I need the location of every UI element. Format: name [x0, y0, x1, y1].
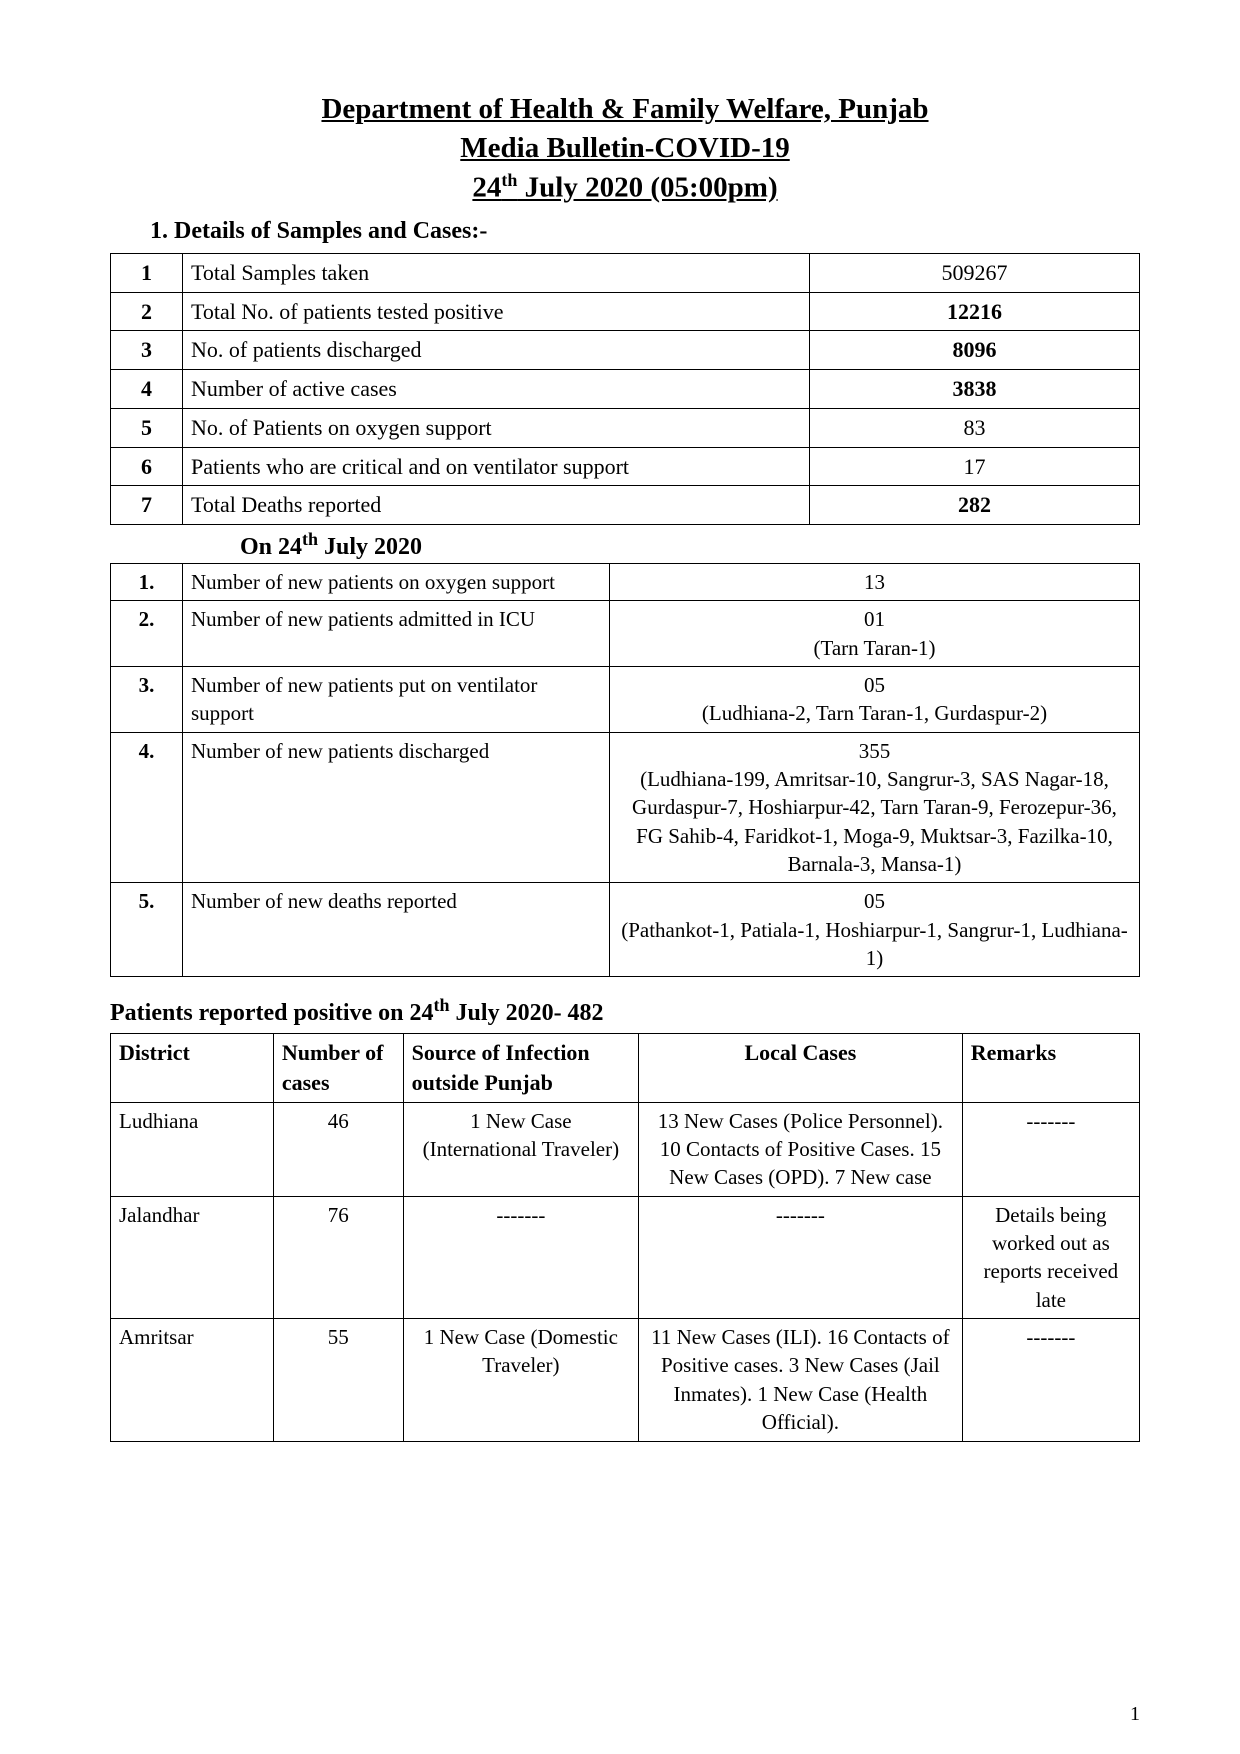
- cell-source: 1 New Case (Domestic Traveler): [403, 1319, 638, 1441]
- page-number: 1: [1130, 1703, 1140, 1726]
- row-value: 05 (Pathankot-1, Patiala-1, Hoshiarpur-1…: [610, 883, 1140, 977]
- col-source: Source of Infection outside Punjab: [403, 1034, 638, 1102]
- row-value: 13: [610, 563, 1140, 600]
- table-row: 4Number of active cases3838: [111, 370, 1140, 409]
- table-row: 6Patients who are critical and on ventil…: [111, 447, 1140, 486]
- row-index: 5.: [111, 883, 183, 977]
- table-row: 4.Number of new patients discharged355 (…: [111, 732, 1140, 883]
- subheader-sup: th: [302, 529, 318, 549]
- table-row: Amritsar551 New Case (Domestic Traveler)…: [111, 1319, 1140, 1441]
- row-index: 4.: [111, 732, 183, 883]
- row-value: 3838: [810, 370, 1140, 409]
- table-row: 1.Number of new patients on oxygen suppo…: [111, 563, 1140, 600]
- summary-table: 1Total Samples taken5092672Total No. of …: [110, 253, 1140, 525]
- row-label: Number of active cases: [183, 370, 810, 409]
- table-row: 1Total Samples taken509267: [111, 254, 1140, 293]
- subheader-pre: On 24: [240, 534, 302, 560]
- table-row: 7Total Deaths reported282: [111, 486, 1140, 525]
- daily-table: 1.Number of new patients on oxygen suppo…: [110, 563, 1140, 977]
- cell-remarks: -------: [962, 1102, 1139, 1196]
- row-value: 05 (Ludhiana-2, Tarn Taran-1, Gurdaspur-…: [610, 666, 1140, 732]
- col-district: District: [111, 1034, 274, 1102]
- positive-heading-pre: Patients reported positive on 24: [110, 1000, 434, 1026]
- subheader-post: July 2020: [318, 534, 422, 560]
- table-row: Jalandhar76--------------Details being w…: [111, 1196, 1140, 1318]
- row-value: 355 (Ludhiana-199, Amritsar-10, Sangrur-…: [610, 732, 1140, 883]
- row-label: No. of patients discharged: [183, 331, 810, 370]
- row-value: 17: [810, 447, 1140, 486]
- table-row: 2Total No. of patients tested positive12…: [111, 292, 1140, 331]
- row-index: 1.: [111, 563, 183, 600]
- cell-local: 11 New Cases (ILI). 16 Contacts of Posit…: [639, 1319, 963, 1441]
- cell-district: Jalandhar: [111, 1196, 274, 1318]
- row-value: 282: [810, 486, 1140, 525]
- row-label: Total No. of patients tested positive: [183, 292, 810, 331]
- row-label: No. of Patients on oxygen support: [183, 408, 810, 447]
- row-index: 7: [111, 486, 183, 525]
- positive-heading: Patients reported positive on 24th July …: [110, 995, 1140, 1027]
- title-date-sup: th: [501, 170, 517, 190]
- row-index: 3: [111, 331, 183, 370]
- row-label: Patients who are critical and on ventila…: [183, 447, 810, 486]
- row-label: Total Samples taken: [183, 254, 810, 293]
- row-value: 509267: [810, 254, 1140, 293]
- title-line-3: 24th July 2020 (05:00pm): [110, 168, 1140, 208]
- table-row: 5.Number of new deaths reported05 (Patha…: [111, 883, 1140, 977]
- row-label: Number of new patients on oxygen support: [183, 563, 610, 600]
- col-number: Number of cases: [273, 1034, 403, 1102]
- row-value: 12216: [810, 292, 1140, 331]
- cell-number: 46: [273, 1102, 403, 1196]
- cell-remarks: Details being worked out as reports rece…: [962, 1196, 1139, 1318]
- page-title: Department of Health & Family Welfare, P…: [110, 90, 1140, 208]
- row-label: Total Deaths reported: [183, 486, 810, 525]
- positive-heading-sup: th: [434, 995, 450, 1015]
- cell-local: -------: [639, 1196, 963, 1318]
- positive-table: District Number of cases Source of Infec…: [110, 1033, 1140, 1441]
- daily-subheader: On 24th July 2020: [240, 529, 1140, 561]
- table-row: 2.Number of new patients admitted in ICU…: [111, 601, 1140, 667]
- row-index: 5: [111, 408, 183, 447]
- row-index: 6: [111, 447, 183, 486]
- cell-district: Ludhiana: [111, 1102, 274, 1196]
- cell-number: 76: [273, 1196, 403, 1318]
- row-label: Number of new patients put on ventilator…: [183, 666, 610, 732]
- row-index: 2.: [111, 601, 183, 667]
- cell-district: Amritsar: [111, 1319, 274, 1441]
- row-value: 8096: [810, 331, 1140, 370]
- title-date-post: July 2020 (05:00pm): [517, 172, 777, 204]
- row-index: 4: [111, 370, 183, 409]
- table-row: 3.Number of new patients put on ventilat…: [111, 666, 1140, 732]
- row-index: 3.: [111, 666, 183, 732]
- title-date-pre: 24: [472, 172, 501, 204]
- table-row: 3No. of patients discharged8096: [111, 331, 1140, 370]
- positive-heading-post: July 2020- 482: [450, 1000, 604, 1026]
- section-1-heading: 1. Details of Samples and Cases:-: [150, 218, 1140, 245]
- title-line-1: Department of Health & Family Welfare, P…: [110, 90, 1140, 129]
- row-value: 01 (Tarn Taran-1): [610, 601, 1140, 667]
- row-index: 1: [111, 254, 183, 293]
- row-index: 2: [111, 292, 183, 331]
- title-line-2: Media Bulletin-COVID-19: [110, 129, 1140, 168]
- row-label: Number of new deaths reported: [183, 883, 610, 977]
- cell-source: 1 New Case (International Traveler): [403, 1102, 638, 1196]
- col-local: Local Cases: [639, 1034, 963, 1102]
- cell-remarks: -------: [962, 1319, 1139, 1441]
- cell-source: -------: [403, 1196, 638, 1318]
- table-row: Ludhiana461 New Case (International Trav…: [111, 1102, 1140, 1196]
- positive-header-row: District Number of cases Source of Infec…: [111, 1034, 1140, 1102]
- col-remarks: Remarks: [962, 1034, 1139, 1102]
- cell-number: 55: [273, 1319, 403, 1441]
- row-label: Number of new patients discharged: [183, 732, 610, 883]
- row-label: Number of new patients admitted in ICU: [183, 601, 610, 667]
- cell-local: 13 New Cases (Police Personnel). 10 Cont…: [639, 1102, 963, 1196]
- table-row: 5No. of Patients on oxygen support83: [111, 408, 1140, 447]
- row-value: 83: [810, 408, 1140, 447]
